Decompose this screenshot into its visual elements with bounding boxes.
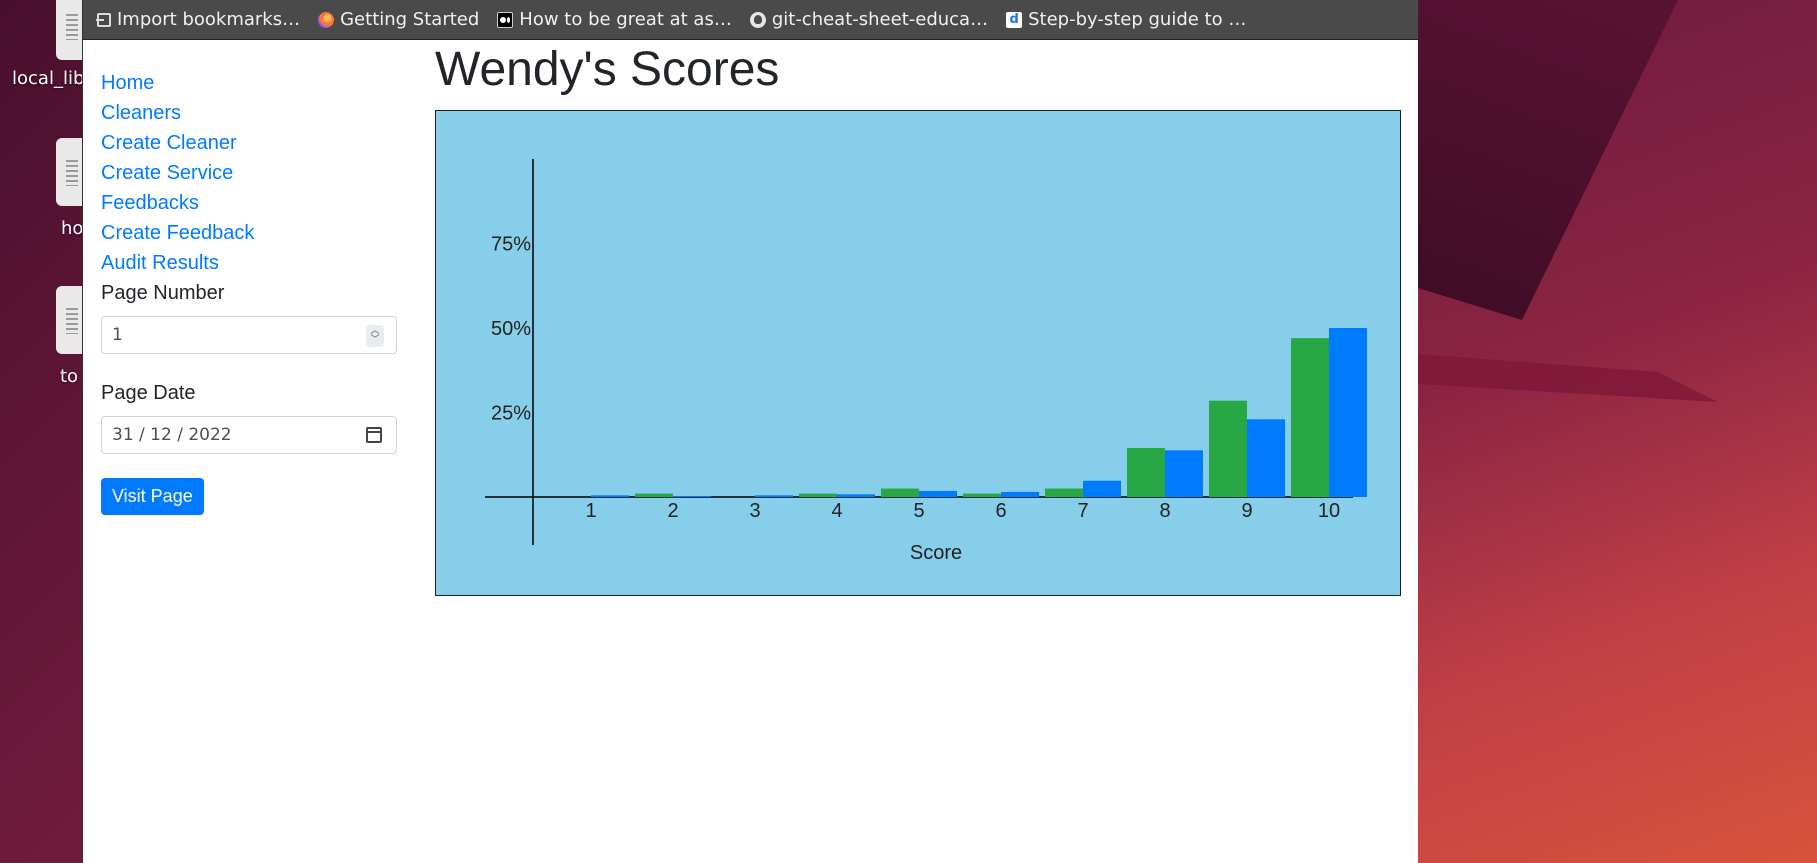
bar-series-1-cat-9 <box>1209 400 1247 497</box>
bookmark-label: git-cheat-sheet-educa… <box>771 9 989 30</box>
y-tick-label: 75% <box>491 234 531 256</box>
desktop-file-label: ho <box>61 218 84 239</box>
x-tick-label: 3 <box>749 500 760 522</box>
bar-series-1-cat-2 <box>635 493 673 497</box>
x-tick-label: 9 <box>1241 500 1252 522</box>
bookmark-label: How to be great at as… <box>519 9 732 30</box>
x-tick-label: 1 <box>585 500 596 522</box>
visit-page-button[interactable]: Visit Page <box>101 478 204 515</box>
nav-link-home[interactable]: Home <box>101 72 155 94</box>
bar-series-1-cat-6 <box>963 493 1001 497</box>
browser-window: Import bookmarks… Getting Started How to… <box>82 0 1418 863</box>
page-date-input[interactable]: 31 / 12 / 2022 <box>101 416 397 454</box>
bar-series-2-cat-7 <box>1083 480 1121 497</box>
import-icon <box>96 12 111 27</box>
bookmark-git-cheat-sheet[interactable]: git-cheat-sheet-educa… <box>749 9 989 30</box>
sidebar: Home Cleaners Create Cleaner Create Serv… <box>101 68 397 515</box>
nav-link-create-feedback[interactable]: Create Feedback <box>101 222 255 244</box>
bar-series-2-cat-5 <box>919 490 957 497</box>
github-icon <box>749 11 766 28</box>
nav-link-cleaners[interactable]: Cleaners <box>101 102 182 124</box>
bar-series-1-cat-5 <box>881 488 919 497</box>
page-title: Wendy's Scores <box>435 43 780 96</box>
page-content: Home Cleaners Create Cleaner Create Serv… <box>83 40 1418 863</box>
page-date-value: 31 / 12 / 2022 <box>112 425 232 445</box>
bar-series-1-cat-10 <box>1291 338 1329 497</box>
bar-series-2-cat-4 <box>837 494 875 497</box>
calendar-icon[interactable] <box>366 427 382 443</box>
nav-link-feedbacks[interactable]: Feedbacks <box>101 192 199 214</box>
bookmarks-toolbar: Import bookmarks… Getting Started How to… <box>83 0 1418 40</box>
nav-link-audit-results[interactable]: Audit Results <box>101 252 219 274</box>
d-icon: d <box>1006 11 1023 28</box>
number-spinner[interactable]: ︿ ﹀ <box>366 325 384 347</box>
file-icon <box>56 138 82 206</box>
file-icon <box>56 0 82 60</box>
y-tick-label: 50% <box>491 318 531 340</box>
x-tick-label: 6 <box>995 500 1006 522</box>
x-tick-label: 10 <box>1318 500 1340 522</box>
bookmark-import[interactable]: Import bookmarks… <box>96 9 301 30</box>
bar-series-2-cat-10 <box>1329 328 1367 497</box>
bar-series-2-cat-9 <box>1247 419 1285 497</box>
nav-link-create-cleaner[interactable]: Create Cleaner <box>101 132 237 154</box>
bar-series-2-cat-8 <box>1165 450 1203 497</box>
bookmark-medium-article[interactable]: How to be great at as… <box>497 9 732 30</box>
x-tick-label: 8 <box>1159 500 1170 522</box>
x-tick-label: 5 <box>913 500 924 522</box>
bar-series-2-cat-2 <box>673 495 711 497</box>
page-number-input[interactable]: 1 ︿ ﹀ <box>101 316 397 354</box>
bar-series-2-cat-1 <box>591 495 629 497</box>
bookmark-label: Getting Started <box>340 9 480 30</box>
bar-series-1-cat-4 <box>799 493 837 497</box>
x-tick-label: 7 <box>1077 500 1088 522</box>
chevron-down-icon[interactable]: ﹀ <box>370 335 380 345</box>
bar-series-2-cat-6 <box>1001 491 1039 497</box>
bar-series-1-cat-8 <box>1127 447 1165 497</box>
desktop-file-label: to <box>60 366 79 387</box>
y-tick-label: 25% <box>491 403 531 425</box>
x-axis-label: Score <box>910 542 962 564</box>
file-icon <box>56 286 82 354</box>
scores-chart: 25% 50% 75% 1 2 3 4 5 6 7 8 9 10 Score <box>435 110 1401 596</box>
page-number-label: Page Number <box>101 282 225 304</box>
chevron-up-icon[interactable]: ︿ <box>370 326 380 336</box>
bookmark-step-by-step[interactable]: d Step-by-step guide to … <box>1006 9 1246 30</box>
firefox-icon <box>318 11 335 28</box>
bar-series-2-cat-3 <box>755 495 793 497</box>
x-tick-label: 2 <box>667 500 678 522</box>
medium-icon <box>497 11 514 28</box>
bookmark-getting-started[interactable]: Getting Started <box>318 9 479 30</box>
desktop-file-label: local_lib <box>12 68 85 89</box>
x-tick-label: 4 <box>831 500 842 522</box>
page-number-value: 1 <box>112 325 123 345</box>
page-date-label: Page Date <box>101 382 196 404</box>
bookmark-label: Step-by-step guide to … <box>1028 9 1247 30</box>
chart-svg: 25% 50% 75% 1 2 3 4 5 6 7 8 9 10 Score <box>485 159 1367 564</box>
bookmark-label: Import bookmarks… <box>117 9 301 30</box>
bar-series-1-cat-7 <box>1045 488 1083 497</box>
nav-link-create-service[interactable]: Create Service <box>101 162 234 184</box>
